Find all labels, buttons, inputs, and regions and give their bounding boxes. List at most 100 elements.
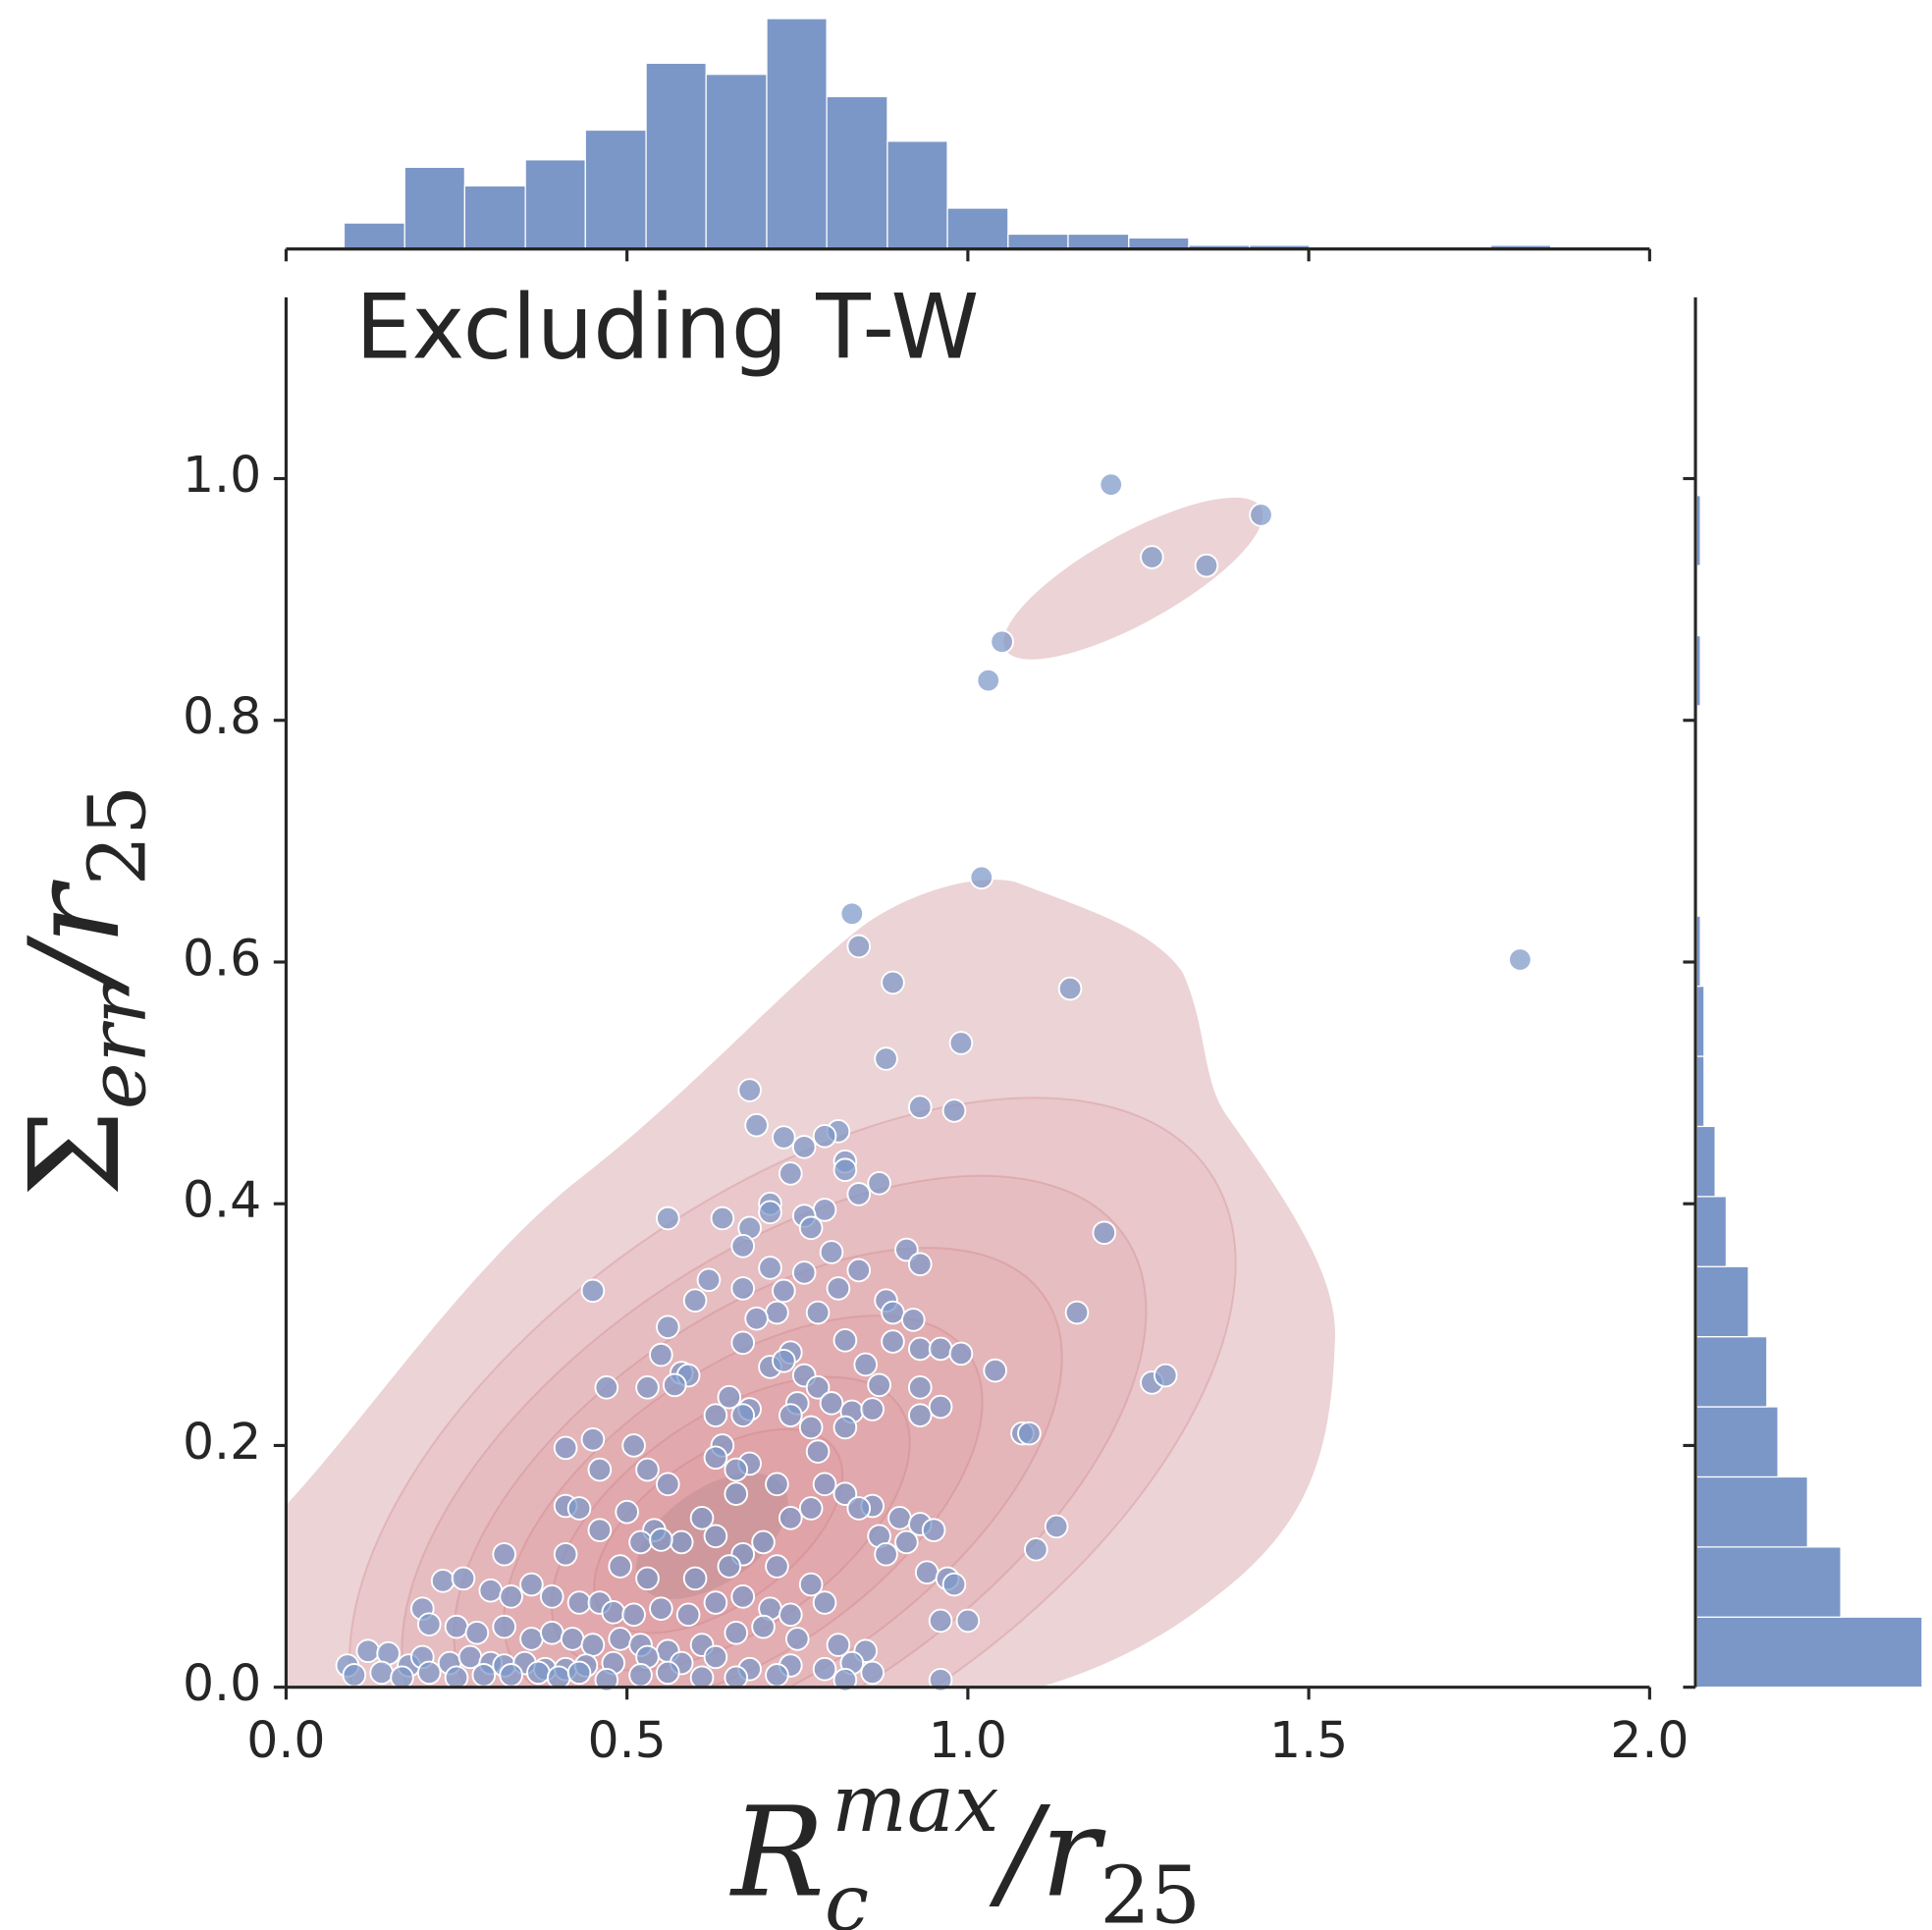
scatter-point (594, 1667, 619, 1692)
scatter-point (649, 1528, 673, 1552)
scatter-point (628, 1663, 653, 1688)
x-tick-label: 0.0 (246, 1711, 325, 1769)
scatter-point (724, 1457, 749, 1482)
scatter-point (703, 1590, 728, 1615)
scatter-point (928, 1667, 953, 1692)
scatter-point (601, 1600, 626, 1625)
scatter-point (587, 1518, 613, 1542)
scatter-point (751, 1529, 776, 1555)
x-label-part: /r (989, 1781, 1106, 1925)
histogram-bar (766, 18, 828, 250)
scatter-point (798, 1215, 824, 1241)
x-tick-label: 1.0 (929, 1711, 1007, 1769)
y-label-part: /r (3, 880, 147, 998)
scatter-point (615, 1499, 639, 1525)
kde-outer (286, 880, 1335, 1688)
kde-island (1003, 497, 1263, 660)
scatter-point (566, 1660, 592, 1686)
histogram-bar (1007, 233, 1069, 250)
scatter-point (628, 1529, 653, 1555)
scatter-point (730, 1233, 756, 1259)
scatter-point (798, 1415, 824, 1440)
scatter-point (826, 1633, 851, 1657)
scatter-point (941, 1572, 967, 1597)
scatter-point (444, 1665, 469, 1690)
scatter-point (730, 1403, 756, 1427)
scatter-point (444, 1614, 469, 1639)
scatter-point (730, 1330, 756, 1356)
scatter-point (758, 1200, 782, 1225)
scatter-point (860, 1660, 885, 1686)
scatter-point (907, 1375, 933, 1400)
scatter-point (499, 1584, 523, 1609)
scatter-point (765, 1663, 789, 1688)
scatter-point (805, 1439, 831, 1464)
scatter-point (901, 1308, 926, 1332)
scatter-point (744, 1112, 769, 1138)
scatter-point (1017, 1421, 1042, 1446)
scatter-point (342, 1663, 367, 1688)
scatter-point (649, 1342, 673, 1367)
scatter-point (881, 1300, 905, 1325)
histogram-bar (1695, 915, 1701, 988)
scatter-point (812, 1590, 837, 1615)
scatter-point (805, 1300, 831, 1325)
scatter-point (881, 970, 905, 995)
scatter-point (887, 1506, 912, 1530)
scatter-point (635, 1566, 660, 1591)
histogram-bar (343, 222, 405, 250)
scatter-point (737, 1078, 762, 1102)
scatter-point (765, 1554, 789, 1579)
scatter-point (656, 1314, 680, 1340)
scatter-point (805, 1375, 831, 1400)
scatter-point (914, 1560, 939, 1585)
scatter-point (717, 1384, 742, 1410)
scatter-point (819, 1391, 844, 1416)
scatter-point (621, 1433, 646, 1458)
histogram-bar (1695, 1475, 1808, 1548)
scatter-point (710, 1206, 735, 1231)
scatter-point (819, 1240, 844, 1264)
y-label-part: Σ (3, 1109, 147, 1197)
histogram-bar (1695, 634, 1701, 707)
y-tick-label: 0.2 (183, 1413, 261, 1471)
scatter-point (758, 1256, 782, 1280)
scatter-point (519, 1572, 544, 1597)
histogram-bar (1067, 233, 1130, 250)
scatter-point (416, 1612, 442, 1636)
histogram-bar (1695, 1336, 1768, 1408)
scatter-point (478, 1578, 504, 1603)
scatter-point (751, 1614, 776, 1639)
scatter-point (928, 1394, 953, 1420)
scatter-point (724, 1620, 749, 1645)
histogram-bar (705, 74, 768, 250)
x-axis-label: Rcmax/r25 (729, 1758, 1201, 1930)
x-tick-label: 0.5 (588, 1711, 667, 1769)
scatter-point (1153, 1363, 1178, 1388)
scatter-point (874, 1046, 898, 1071)
histogram-bar (1128, 237, 1190, 250)
scatter-point (894, 1529, 919, 1555)
histogram-bar (1695, 495, 1701, 566)
scatter-point (580, 1426, 606, 1452)
scatter-point (839, 901, 865, 927)
scatter-point (983, 1358, 1007, 1383)
scatter-point (669, 1529, 694, 1555)
histogram-bar (826, 95, 888, 250)
scatter-point (539, 1584, 564, 1609)
scatter-point (539, 1620, 564, 1645)
scatter-point (778, 1403, 803, 1427)
scatter-point (682, 1288, 708, 1313)
histogram-bar (524, 159, 586, 250)
scatter-point (778, 1161, 803, 1186)
y-axis-label: Σerr/r25 (3, 785, 165, 1198)
y-tick-label: 0.4 (183, 1171, 261, 1229)
y-tick-label: 0.6 (183, 929, 261, 987)
x-tick-label: 1.5 (1269, 1711, 1348, 1769)
scatter-point (772, 1348, 796, 1373)
scatter-point (635, 1375, 660, 1400)
scatter-point (730, 1584, 756, 1609)
scatter-point (812, 1472, 837, 1497)
x-label-sub: 25 (1100, 1850, 1201, 1930)
scatter-point (846, 934, 872, 959)
